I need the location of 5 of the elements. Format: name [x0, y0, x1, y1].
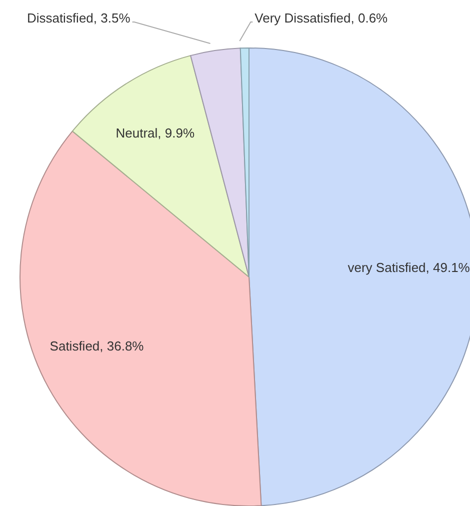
- slice-label: Very Dissatisfied, 0.6%: [254, 10, 388, 26]
- slice-label: very Satisfied, 49.1%: [348, 260, 470, 276]
- slice-label: Dissatisfied, 3.5%: [26, 10, 131, 26]
- slice-label: Satisfied, 36.8%: [50, 338, 144, 354]
- slice-label: Neutral, 9.9%: [116, 126, 195, 141]
